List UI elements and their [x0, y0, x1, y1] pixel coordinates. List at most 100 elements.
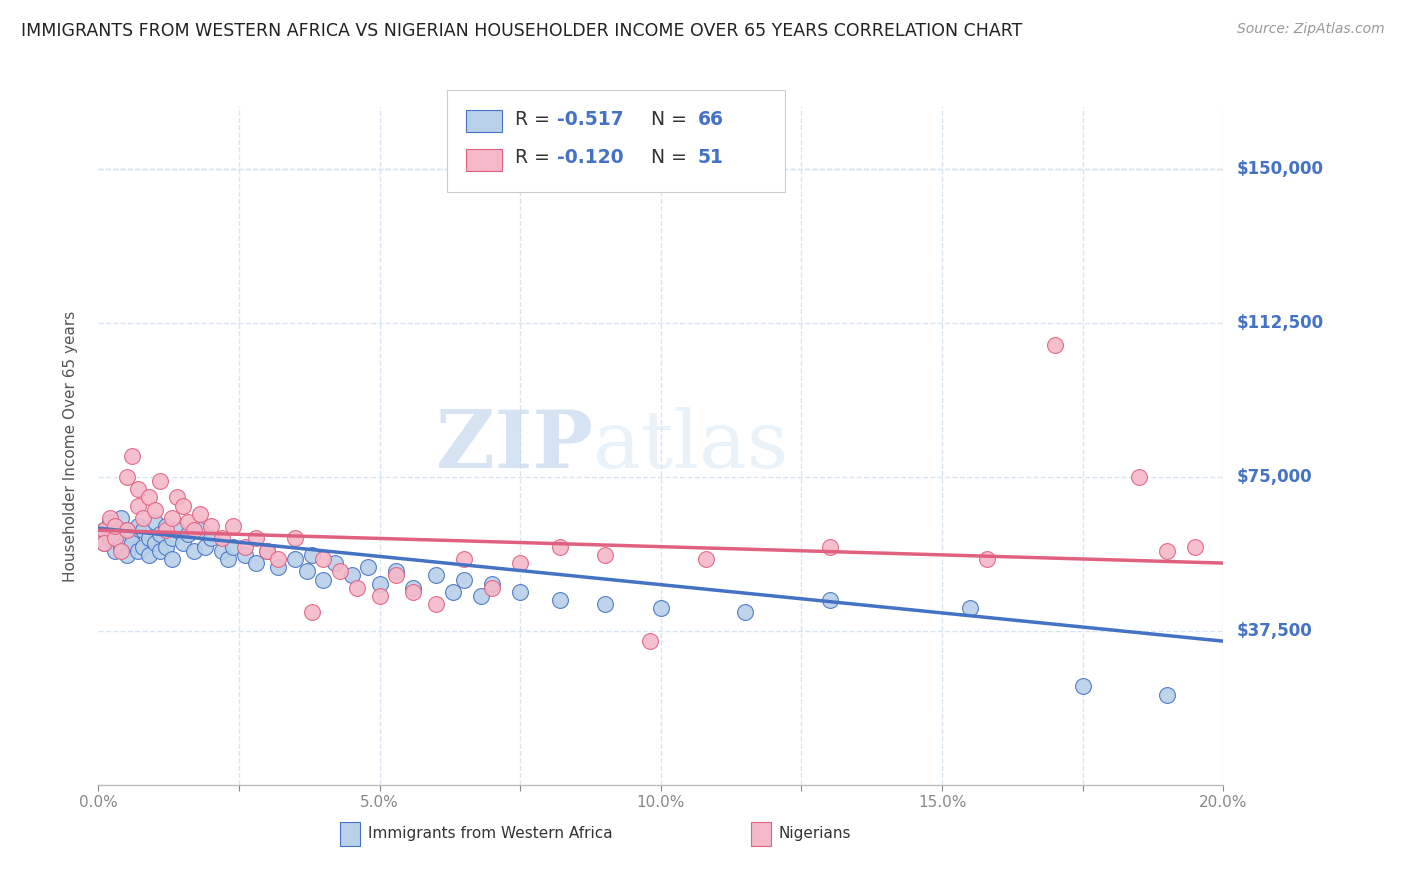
- Point: [402, 585, 425, 599]
- Point: [284, 552, 307, 566]
- Point: [425, 568, 447, 582]
- FancyBboxPatch shape: [340, 822, 360, 846]
- Point: [346, 581, 368, 595]
- Point: [301, 606, 323, 620]
- FancyBboxPatch shape: [467, 149, 502, 170]
- Point: [245, 532, 267, 546]
- Text: $75,000: $75,000: [1237, 467, 1313, 486]
- Text: R =: R =: [515, 148, 555, 168]
- Text: Immigrants from Western Africa: Immigrants from Western Africa: [368, 826, 613, 841]
- Point: [98, 511, 121, 525]
- Point: [127, 543, 149, 558]
- Point: [650, 601, 672, 615]
- Point: [329, 564, 352, 578]
- Point: [481, 576, 503, 591]
- Point: [509, 585, 531, 599]
- Point: [183, 523, 205, 537]
- Point: [1128, 470, 1150, 484]
- Point: [110, 543, 132, 558]
- Point: [110, 540, 132, 554]
- Point: [121, 527, 143, 541]
- Point: [132, 523, 155, 537]
- Text: IMMIGRANTS FROM WESTERN AFRICA VS NIGERIAN HOUSEHOLDER INCOME OVER 65 YEARS CORR: IMMIGRANTS FROM WESTERN AFRICA VS NIGERI…: [21, 22, 1022, 40]
- Point: [818, 540, 841, 554]
- FancyBboxPatch shape: [447, 90, 785, 192]
- Point: [149, 543, 172, 558]
- Point: [121, 535, 143, 549]
- Point: [127, 499, 149, 513]
- Point: [1071, 679, 1094, 693]
- Text: ZIP: ZIP: [436, 407, 593, 485]
- Text: $112,500: $112,500: [1237, 314, 1324, 332]
- FancyBboxPatch shape: [751, 822, 770, 846]
- Text: atlas: atlas: [593, 407, 789, 485]
- Point: [284, 532, 307, 546]
- Point: [104, 527, 127, 541]
- Point: [104, 519, 127, 533]
- Point: [441, 585, 464, 599]
- Point: [1156, 543, 1178, 558]
- Text: 51: 51: [697, 148, 724, 168]
- Point: [256, 543, 278, 558]
- Point: [93, 535, 115, 549]
- Point: [301, 548, 323, 562]
- Point: [93, 535, 115, 549]
- Text: 66: 66: [697, 110, 724, 128]
- Point: [1184, 540, 1206, 554]
- Point: [323, 556, 346, 570]
- Point: [149, 474, 172, 488]
- Point: [104, 519, 127, 533]
- Point: [155, 519, 177, 533]
- Point: [132, 511, 155, 525]
- Point: [267, 560, 290, 574]
- Point: [295, 564, 318, 578]
- Point: [104, 543, 127, 558]
- Text: $37,500: $37,500: [1237, 622, 1313, 640]
- Text: Source: ZipAtlas.com: Source: ZipAtlas.com: [1237, 22, 1385, 37]
- Point: [115, 523, 138, 537]
- Text: Nigerians: Nigerians: [779, 826, 852, 841]
- Point: [734, 606, 756, 620]
- Point: [166, 523, 188, 537]
- Point: [470, 589, 492, 603]
- Point: [211, 543, 233, 558]
- Text: N =: N =: [633, 110, 693, 128]
- Point: [138, 491, 160, 505]
- Point: [121, 450, 143, 464]
- Point: [453, 552, 475, 566]
- Point: [93, 523, 115, 537]
- Point: [256, 543, 278, 558]
- Point: [155, 540, 177, 554]
- Point: [138, 548, 160, 562]
- Point: [312, 552, 335, 566]
- Point: [127, 482, 149, 496]
- Text: -0.517: -0.517: [557, 110, 624, 128]
- Point: [115, 548, 138, 562]
- Point: [110, 511, 132, 525]
- Point: [98, 532, 121, 546]
- Point: [132, 540, 155, 554]
- Point: [177, 515, 200, 529]
- Point: [104, 532, 127, 546]
- Point: [177, 527, 200, 541]
- Point: [695, 552, 717, 566]
- Point: [233, 548, 256, 562]
- Y-axis label: Householder Income Over 65 years: Householder Income Over 65 years: [63, 310, 77, 582]
- Point: [160, 532, 183, 546]
- Point: [194, 540, 217, 554]
- Point: [245, 556, 267, 570]
- Point: [593, 597, 616, 611]
- Point: [188, 507, 211, 521]
- Text: R =: R =: [515, 110, 555, 128]
- Point: [211, 532, 233, 546]
- Point: [481, 581, 503, 595]
- Point: [143, 535, 166, 549]
- Point: [166, 491, 188, 505]
- Point: [267, 552, 290, 566]
- Text: N =: N =: [633, 148, 693, 168]
- Point: [368, 576, 391, 591]
- Point: [143, 502, 166, 516]
- Point: [200, 532, 222, 546]
- Text: $150,000: $150,000: [1237, 160, 1324, 178]
- Point: [425, 597, 447, 611]
